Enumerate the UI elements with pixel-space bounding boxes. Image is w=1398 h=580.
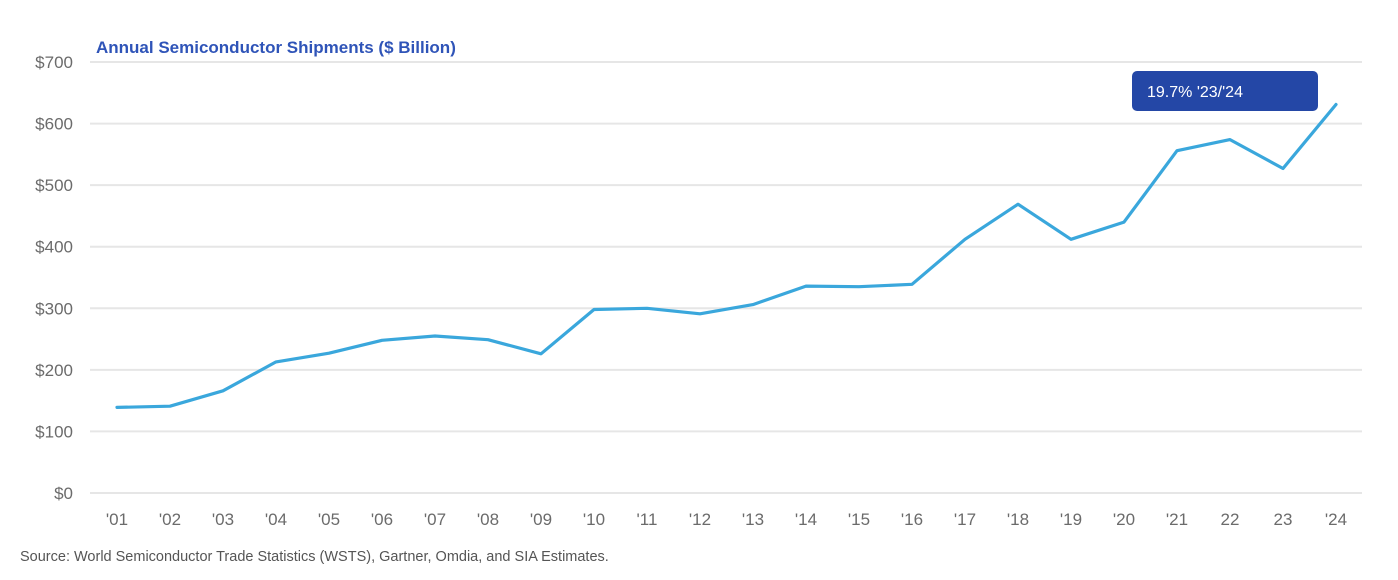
x-tick-label: '10 — [583, 510, 605, 529]
y-tick-label: $0 — [54, 484, 73, 503]
data-point — [857, 285, 861, 288]
y-tick-label: $300 — [35, 299, 73, 318]
data-point — [1069, 238, 1073, 241]
source-note: Source: World Semiconductor Trade Statis… — [20, 549, 609, 565]
growth-badge-text: 19.7% '23/'24 — [1147, 84, 1243, 101]
data-point — [698, 312, 702, 316]
data-point — [221, 389, 225, 392]
x-tick-label: '13 — [742, 510, 764, 529]
data-point — [433, 334, 437, 338]
data-point — [539, 352, 543, 356]
y-tick-label: $700 — [35, 53, 73, 72]
x-tick-label: '16 — [901, 510, 923, 529]
series-layer — [115, 102, 1338, 409]
data-point — [380, 339, 384, 342]
data-point — [592, 308, 596, 311]
x-tick-label: '12 — [689, 510, 711, 529]
data-point — [751, 303, 755, 306]
x-tick-label: '14 — [795, 510, 817, 529]
data-point — [1228, 138, 1232, 141]
x-tick-label: '15 — [848, 510, 870, 529]
x-tick-label: '21 — [1166, 510, 1188, 529]
x-tick-label: '09 — [530, 510, 552, 529]
y-tick-label: $200 — [35, 361, 73, 380]
x-tick-label: '08 — [477, 510, 499, 529]
x-tick-label: '19 — [1060, 510, 1082, 529]
data-point — [910, 283, 914, 286]
y-tick-label: $400 — [35, 238, 73, 257]
data-point — [327, 352, 331, 355]
y-tick-label: $100 — [35, 422, 73, 441]
data-point — [115, 406, 119, 409]
data-point — [274, 360, 278, 364]
data-point — [1334, 103, 1338, 106]
x-tick-label: '20 — [1113, 510, 1135, 529]
x-tick-label: 22 — [1221, 510, 1240, 529]
gridlines — [90, 61, 1362, 494]
x-tick-label: '11 — [637, 510, 658, 529]
growth-badge — [1132, 71, 1318, 111]
data-point — [645, 307, 649, 310]
data-point — [1281, 167, 1285, 170]
x-tick-label: '06 — [371, 510, 393, 529]
y-tick-label: $600 — [35, 115, 73, 134]
x-tick-label: '02 — [159, 510, 181, 529]
chart-title: Annual Semiconductor Shipments ($ Billio… — [96, 38, 456, 57]
growth-annotation: 19.7% '23/'24 — [1132, 71, 1318, 111]
data-point — [1016, 203, 1020, 206]
x-tick-label: '17 — [954, 510, 976, 529]
x-tick-label: 23 — [1274, 510, 1293, 529]
x-tick-label: '18 — [1007, 510, 1029, 529]
data-point — [1175, 149, 1179, 152]
x-tick-label: '03 — [212, 510, 234, 529]
data-point — [963, 238, 967, 241]
x-tick-label: '07 — [424, 510, 446, 529]
x-tick-label: '04 — [265, 510, 287, 529]
data-point — [804, 284, 808, 288]
y-axis-tick-labels: $0 $100 $200 $300 $400 $500 $600 $700 — [35, 53, 73, 503]
data-point — [1122, 220, 1126, 224]
data-point — [486, 338, 490, 341]
x-tick-label: '01 — [106, 510, 128, 529]
x-axis-tick-labels: '01 '02 '03 '04 '05 '06 '07 '08 '09 '10 '11 '12 '13 '… — [106, 510, 1347, 529]
data-point — [168, 404, 172, 408]
y-tick-label: $500 — [35, 176, 73, 195]
x-tick-label: '24 — [1325, 510, 1347, 529]
x-tick-label: '05 — [318, 510, 340, 529]
series-line — [115, 102, 1338, 409]
